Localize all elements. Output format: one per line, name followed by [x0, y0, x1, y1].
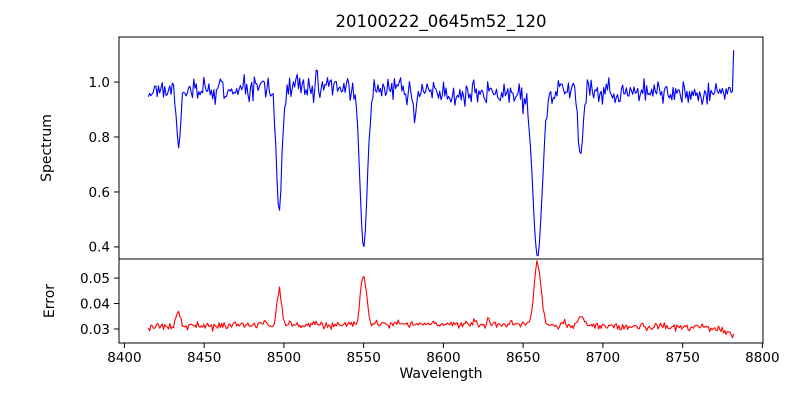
- x-tick-label-8450: 8450: [187, 350, 221, 366]
- spectrum-y-tick-label-0.8: 0.8: [89, 130, 110, 146]
- x-tick-label-8800: 8800: [745, 350, 779, 366]
- error-y-tick-label-0.04: 0.04: [80, 296, 110, 312]
- x-tick-label-8700: 8700: [586, 350, 620, 366]
- error-line: [147, 260, 735, 339]
- x-tick-label-8750: 8750: [665, 350, 699, 366]
- chart-title: 20100222_0645m52_120: [335, 12, 547, 31]
- x-tick-label-8650: 8650: [506, 350, 540, 366]
- spectrum-y-tick-label-1.0: 1.0: [89, 75, 110, 91]
- x-tick-label-8550: 8550: [346, 350, 380, 366]
- error-y-tick-label-0.03: 0.03: [80, 322, 110, 338]
- error-y-tick-label-0.05: 0.05: [80, 271, 110, 287]
- error-panel-frame: [118, 258, 764, 344]
- x-tick-label-8400: 8400: [107, 350, 141, 366]
- spectrum-line: [147, 50, 735, 257]
- spectrum-panel-frame: [118, 36, 764, 260]
- x-axis-label: Wavelength: [399, 366, 483, 382]
- spectrum-y-tick-label-0.6: 0.6: [89, 185, 110, 201]
- x-tick-label-8600: 8600: [426, 350, 460, 366]
- spectrum-y-tick-label-0.4: 0.4: [89, 240, 110, 256]
- x-tick-label-8500: 8500: [267, 350, 301, 366]
